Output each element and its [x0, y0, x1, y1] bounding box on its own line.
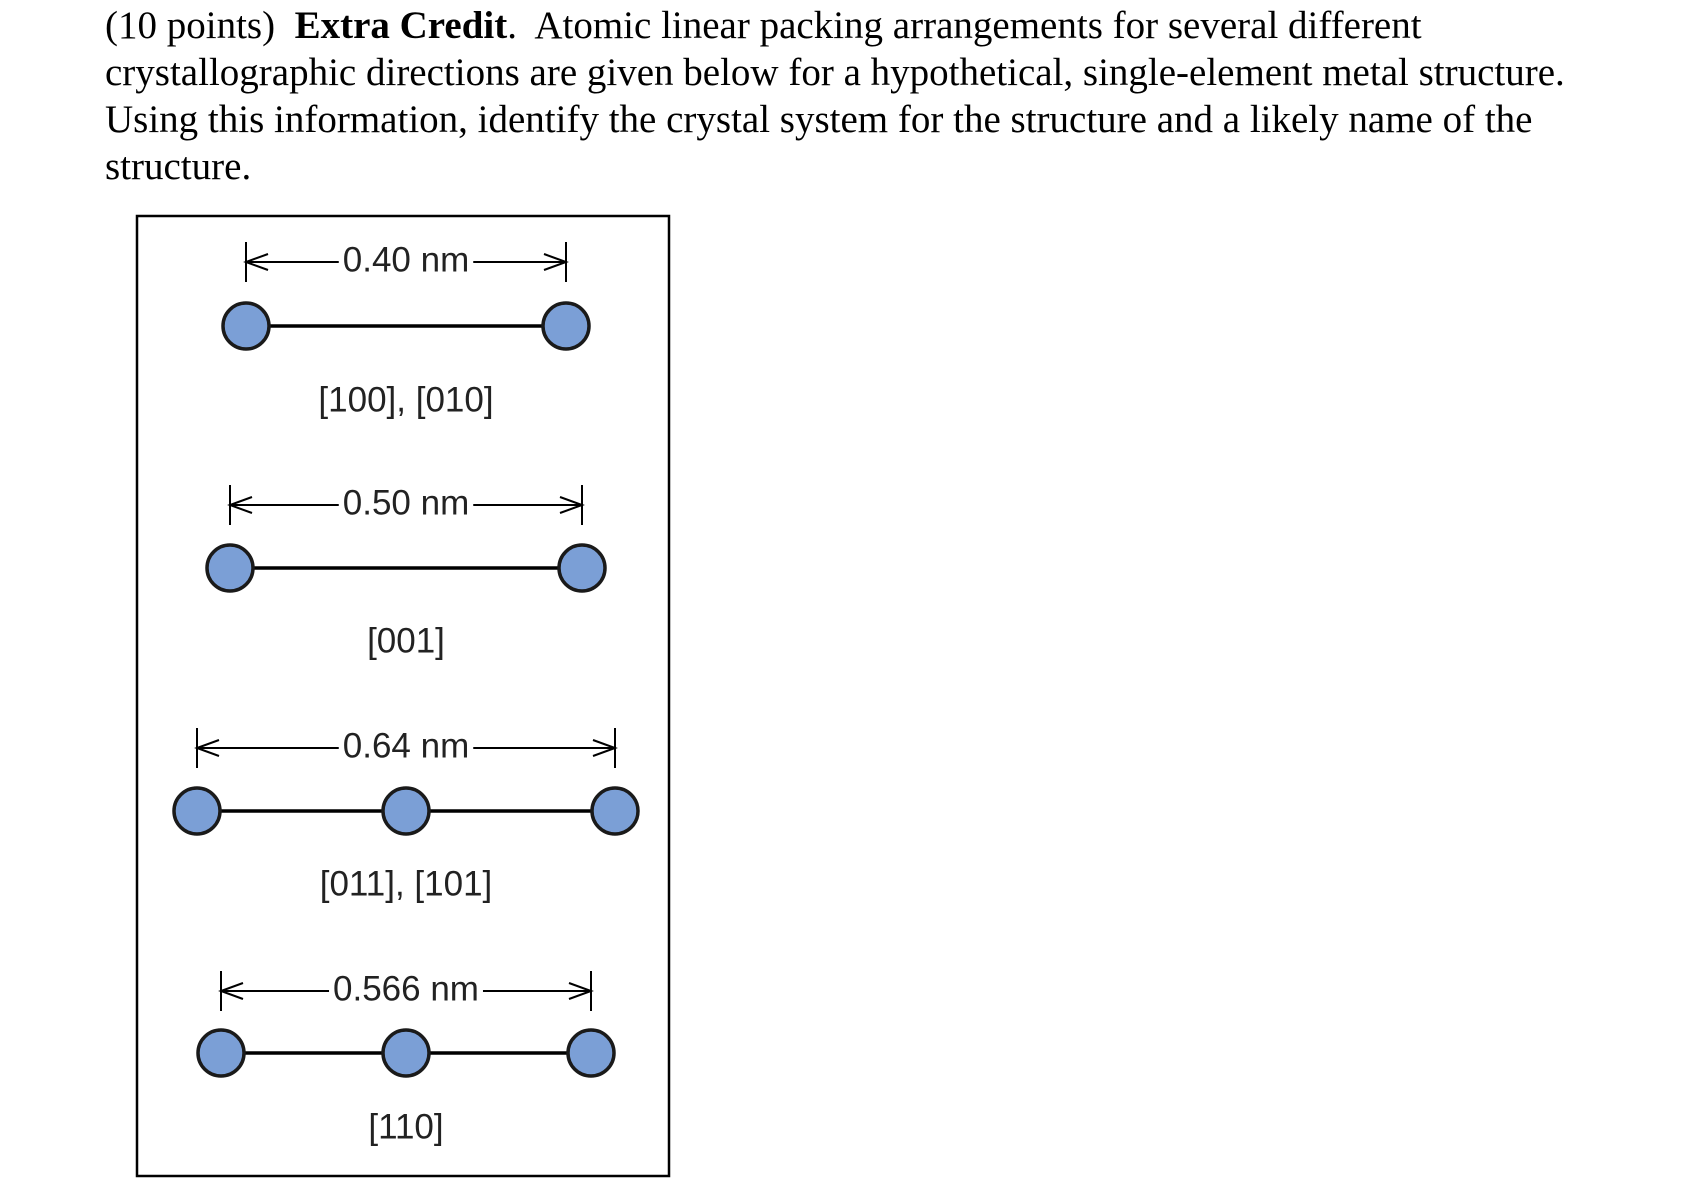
distance-label: 0.40 nm [343, 240, 469, 279]
distance-label: 0.566 nm [333, 969, 479, 1008]
question-points: (10 points) [105, 4, 276, 47]
question-body: Atomic linear packing arrangements for s… [105, 4, 1565, 188]
atom [221, 301, 271, 351]
direction-label: [001] [367, 621, 445, 660]
arrowhead-left [243, 253, 269, 271]
distance-label: 0.64 nm [343, 726, 469, 765]
atom [205, 543, 255, 593]
atom [566, 1028, 616, 1078]
arrowhead-right [543, 253, 569, 271]
question-title-suffix: . [507, 4, 517, 47]
atom [381, 1028, 431, 1078]
arrowhead-right [568, 982, 594, 1000]
atom [590, 786, 640, 836]
atom [381, 786, 431, 836]
arrowhead-left [218, 982, 244, 1000]
arrowhead-left [227, 496, 253, 514]
direction-label: [011], [101] [320, 864, 493, 903]
atom [172, 786, 222, 836]
arrowhead-right [559, 496, 585, 514]
figure-frame [135, 214, 671, 1178]
atom [541, 301, 591, 351]
distance-label: 0.50 nm [343, 483, 469, 522]
atom [557, 543, 607, 593]
arrangement-3: 0.64 nm [011], [101] [172, 726, 640, 903]
arrangement-4: 0.566 nm [110] [196, 969, 616, 1146]
arrowhead-left [194, 739, 220, 757]
direction-label: [110] [368, 1107, 443, 1146]
arrangement-2: 0.50 nm [001] [205, 483, 607, 660]
question-text: (10 points) Extra Credit. Atomic linear … [105, 2, 1665, 190]
direction-label: [100], [010] [318, 380, 493, 419]
arrangements-group: 0.40 nm [100], [010] 0.50 nm [001] 0.64 nm [0… [172, 240, 640, 1146]
question-title: Extra Credit [294, 4, 508, 47]
atom [196, 1028, 246, 1078]
arrowhead-right [592, 739, 618, 757]
arrangement-1: 0.40 nm [100], [010] [221, 240, 591, 419]
